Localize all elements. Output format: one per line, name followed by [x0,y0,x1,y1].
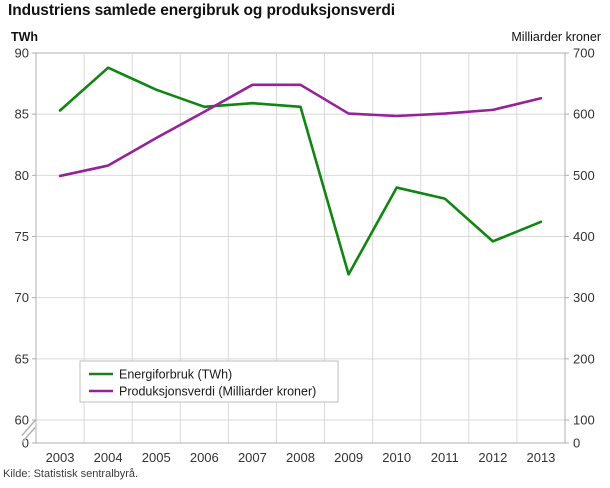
x-axis-tick-label: 2006 [190,450,219,465]
x-axis-tick-labels: 2003 2004 2005 2006 2007 2008 2009 2010 2011 2012… [46,450,556,465]
left-axis-tick-label: 60 [15,413,29,428]
axis-break-slash [21,420,36,436]
x-axis-tick-label: 2007 [238,450,267,465]
x-axis-tick-label: 2003 [46,450,75,465]
left-axis-tick-label: 85 [15,107,29,122]
left-axis-unit-label: TWh [11,30,39,44]
right-axis-tick-label: 300 [573,290,595,305]
axis-layer [32,52,569,444]
x-axis-tick-label: 2009 [334,450,363,465]
left-axis-tick-label: 75 [15,229,29,244]
x-axis-tick-label: 2012 [478,450,507,465]
page-title: Industriens samlede energibruk og produk… [8,2,395,19]
right-axis-tick-label: 600 [573,107,595,122]
right-axis-tick-label: 200 [573,351,595,366]
x-axis-tick-label: 2005 [142,450,171,465]
left-axis-tick-label: 80 [15,168,29,183]
left-axis-tick-label: 0 [22,436,29,451]
right-axis-tick-label: 400 [573,229,595,244]
right-axis-tick-label: 500 [573,168,595,183]
chart-legend: Energiforbruk (TWh) Produksjonsverdi (Mil… [79,360,339,403]
right-axis-tick-label: 700 [573,46,595,61]
left-axis-tick-label: 70 [15,290,29,305]
source-note: Kilde: Statistisk sentralbyrå. [3,468,139,480]
right-axis-unit-label: Milliarder kroner [511,30,601,44]
x-axis-tick-label: 2008 [286,450,315,465]
left-axis-tick-labels: 0 60 65 70 75 80 85 90 [15,46,29,451]
series-layer [58,66,543,276]
x-axis-tick-label: 2011 [431,450,459,465]
right-axis-tick-label: 100 [573,413,595,428]
right-axis-tick-labels: 0 100 200 300 400 500 600 700 [573,46,595,451]
legend-label-0: Energiforbruk (TWh) [119,368,232,382]
x-axis-tick-label: 2010 [382,450,411,465]
series-line-produksjonsverdi [58,83,543,178]
left-axis-tick-label: 65 [15,351,29,366]
axis-break-marker [21,420,36,443]
axis-break-slash [21,427,36,443]
x-axis-tick-label: 2013 [526,450,555,465]
left-axis-tick-label: 90 [15,46,29,61]
legend-label-1: Produksjonsverdi (Milliarder kroner) [119,385,316,399]
legend-box [79,360,339,403]
series-line-energiforbruk [58,66,543,276]
x-axis-tick-label: 2004 [94,450,123,465]
right-axis-tick-label: 0 [573,436,580,451]
